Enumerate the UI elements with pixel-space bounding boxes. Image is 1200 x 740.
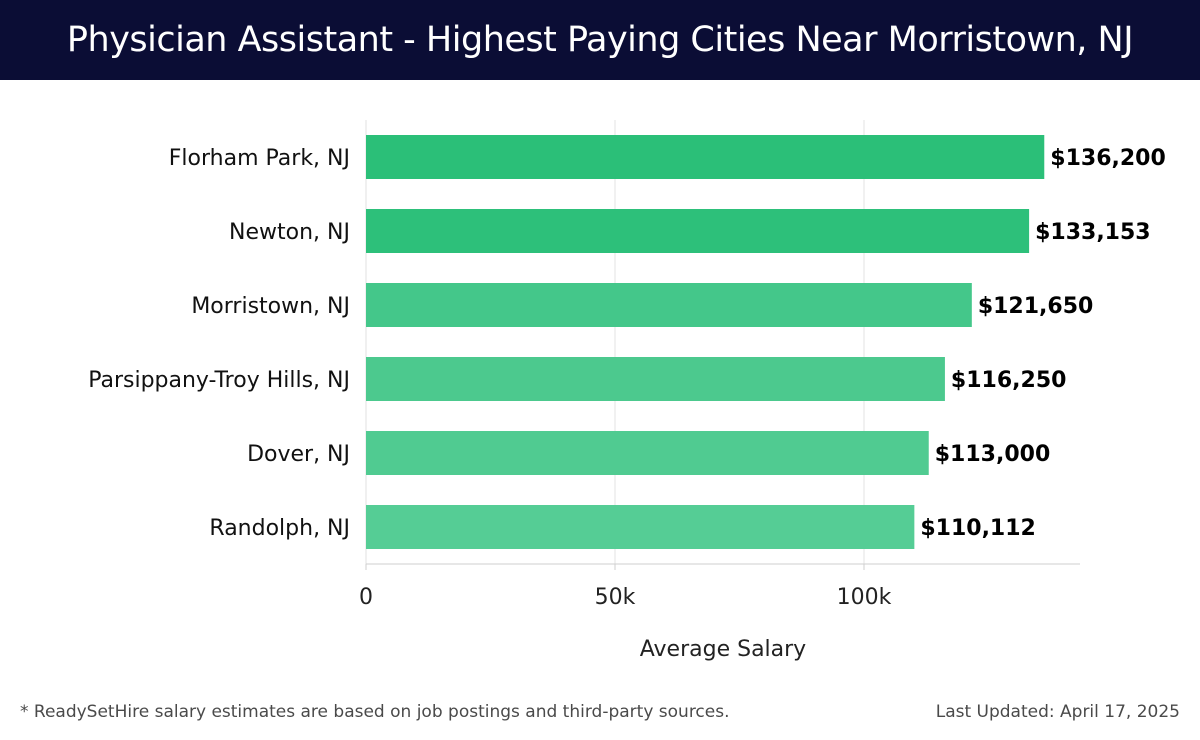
value-label-3: $116,250	[951, 368, 1067, 393]
bar-5	[366, 505, 915, 549]
chart-area: 0 50k 100k Average Salary Florham Park, NJ $1…	[0, 80, 1200, 690]
bar-3	[366, 357, 945, 401]
header-bar: Physician Assistant - Highest Paying Cit…	[0, 0, 1200, 80]
category-label-2: Morristown, NJ	[191, 294, 350, 319]
value-label-0: $136,200	[1050, 146, 1166, 171]
category-label-4: Dover, NJ	[247, 442, 350, 467]
page-title: Physician Assistant - Highest Paying Cit…	[66, 20, 1134, 60]
footnote: * ReadySetHire salary estimates are base…	[20, 702, 730, 722]
bar-1	[366, 209, 1030, 253]
category-label-3: Parsippany-Troy Hills, NJ	[88, 368, 350, 393]
bar-0	[366, 135, 1045, 179]
bar-4	[366, 431, 929, 475]
bar-2	[366, 283, 972, 327]
x-axis-label: Average Salary	[640, 637, 806, 662]
x-tick-label-2: 100k	[837, 585, 892, 610]
value-label-2: $121,650	[978, 294, 1094, 319]
salary-bar-chart: 0 50k 100k Average Salary Florham Park, NJ $1…	[88, 120, 1166, 662]
category-label-0: Florham Park, NJ	[169, 146, 350, 171]
category-label-5: Randolph, NJ	[209, 516, 350, 541]
value-label-4: $113,000	[935, 442, 1051, 467]
value-label-1: $133,153	[1035, 220, 1151, 245]
category-label-1: Newton, NJ	[229, 220, 350, 245]
value-label-5: $110,112	[920, 516, 1036, 541]
last-updated: Last Updated: April 17, 2025	[935, 702, 1180, 722]
x-tick-label-1: 50k	[595, 585, 636, 610]
x-tick-label-0: 0	[359, 585, 373, 610]
